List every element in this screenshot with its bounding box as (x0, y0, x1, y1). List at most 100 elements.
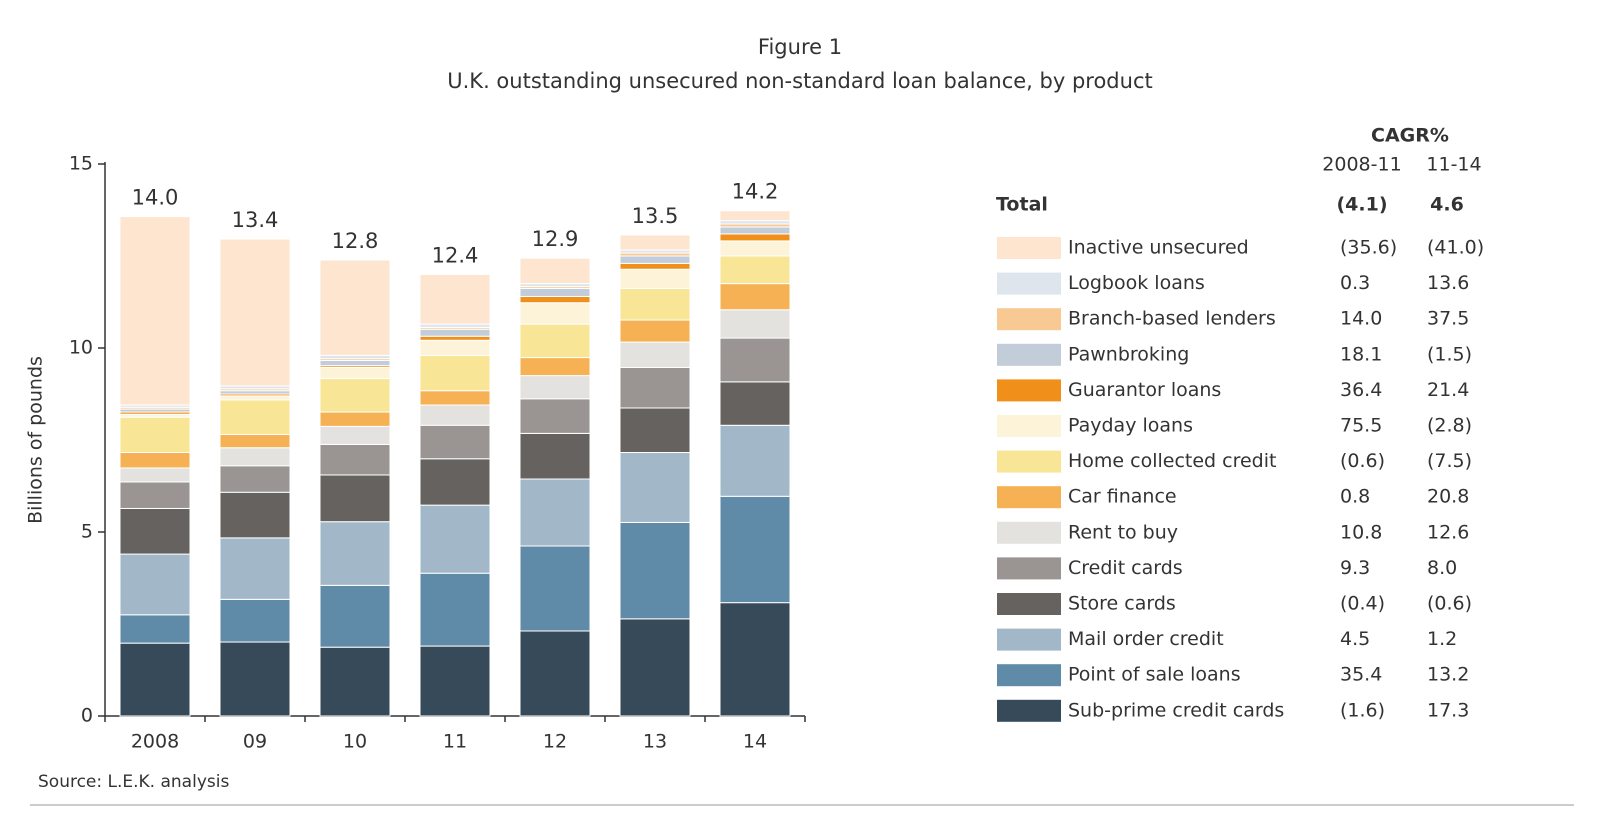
chart-title: Figure 1 (758, 35, 842, 59)
cagr-value: (7.5) (1427, 450, 1472, 472)
bar-segment (219, 465, 291, 493)
cagr-value: 1.2 (1427, 628, 1457, 650)
cagr-value: 20.8 (1427, 486, 1469, 508)
bar-segment (719, 424, 791, 497)
cagr-value: 35.4 (1340, 664, 1382, 686)
bar-segment (219, 598, 291, 643)
legend-swatch (997, 699, 1061, 722)
bar-segment (719, 283, 791, 311)
bar-segment (519, 432, 591, 480)
bar-segment (319, 474, 391, 523)
cagr-value: (0.4) (1340, 593, 1385, 615)
cagr-value: (1.6) (1340, 699, 1385, 721)
bar-segment (619, 234, 691, 251)
cagr-value: 21.4 (1427, 379, 1469, 401)
bar-segment (719, 309, 791, 339)
bar-segment (119, 416, 191, 454)
bar-segment (219, 395, 291, 401)
cagr-value: 12.6 (1427, 521, 1469, 543)
bar-segment (319, 378, 391, 413)
y-tick-label: 0 (81, 705, 93, 727)
cagr-value: 0.3 (1340, 272, 1370, 294)
bar-segment (519, 357, 591, 377)
cagr-value: 0.8 (1340, 486, 1370, 508)
cagr-value: 18.1 (1340, 343, 1382, 365)
bar-segment (119, 642, 191, 717)
legend-swatch (997, 237, 1061, 259)
bar-segment (519, 398, 591, 434)
cagr-value: (0.6) (1427, 593, 1472, 615)
bar-segment (519, 257, 591, 285)
legend-swatch (997, 664, 1061, 687)
cagr-value: 17.3 (1427, 699, 1469, 721)
y-axis-label: Billions of pounds (25, 356, 47, 524)
bar-segment (619, 255, 691, 264)
bar-segment (619, 262, 691, 270)
total-cagr: 4.6 (1430, 194, 1464, 216)
cagr-header: CAGR% (1371, 125, 1449, 147)
bar-segment (319, 521, 391, 586)
legend-swatch (997, 343, 1061, 366)
bar-segment (719, 255, 791, 285)
bar-segment (319, 646, 391, 717)
bar-segment (419, 458, 491, 506)
bar-segment (619, 268, 691, 289)
total-row-label: Total (996, 194, 1048, 216)
bar-segment (619, 618, 691, 717)
legend-swatch (997, 486, 1061, 509)
legend-label: Credit cards (1068, 557, 1183, 579)
cagr-value: (1.5) (1427, 343, 1472, 365)
bar-segment (219, 491, 291, 539)
bar-segment (219, 641, 291, 717)
legend-label: Point of sale loans (1068, 664, 1241, 686)
bar-segment (319, 584, 391, 648)
bar-segment (519, 323, 591, 359)
bar-segment (119, 553, 191, 616)
bar-segment (419, 424, 491, 460)
legend-label: Store cards (1068, 593, 1176, 615)
bar-segment (519, 478, 591, 547)
bar-segment (719, 381, 791, 426)
bar-segment (619, 287, 691, 321)
cagr-value: (41.0) (1427, 237, 1484, 259)
legend-swatch (997, 628, 1061, 651)
legend-label: Mail order credit (1068, 628, 1224, 650)
total-label: 12.9 (532, 227, 579, 251)
cagr-value: (0.6) (1340, 450, 1385, 472)
bar-segment (219, 433, 291, 449)
bar-segment (419, 354, 491, 392)
legend-swatch (997, 379, 1061, 402)
total-label: 12.8 (332, 229, 379, 253)
y-tick-label: 15 (69, 153, 93, 175)
bar-segment (319, 360, 391, 367)
legend-label: Payday loans (1068, 415, 1193, 437)
total-label: 14.2 (732, 180, 779, 204)
legend-label: Guarantor loans (1068, 379, 1221, 401)
cagr-value: 75.5 (1340, 415, 1382, 437)
bar-segment (319, 259, 391, 356)
legend-label: Car finance (1068, 486, 1177, 508)
cagr-value: 14.0 (1340, 308, 1382, 330)
legend-swatch (997, 450, 1061, 473)
cagr-period: 11-14 (1426, 154, 1481, 176)
chart-subtitle: U.K. outstanding unsecured non-standard … (447, 69, 1152, 93)
bar-segment (419, 504, 491, 574)
bar-segment (419, 335, 491, 341)
bar-segment (419, 328, 491, 337)
bar-segment (119, 507, 191, 555)
bar-segment (119, 467, 191, 483)
cagr-value: (35.6) (1340, 237, 1397, 259)
bar-segment (519, 630, 591, 717)
legend-label: Pawnbroking (1068, 343, 1189, 365)
cagr-value: 13.2 (1427, 664, 1469, 686)
bar-segment (319, 411, 391, 427)
legend-label: Rent to buy (1068, 521, 1178, 543)
legend-swatch (997, 415, 1061, 437)
bar-segment (619, 407, 691, 454)
bar-segment (219, 238, 291, 387)
bar-segment (119, 216, 191, 406)
bar-segment (519, 295, 591, 304)
cagr-value: 10.8 (1340, 521, 1382, 543)
bar-segment (319, 443, 391, 476)
